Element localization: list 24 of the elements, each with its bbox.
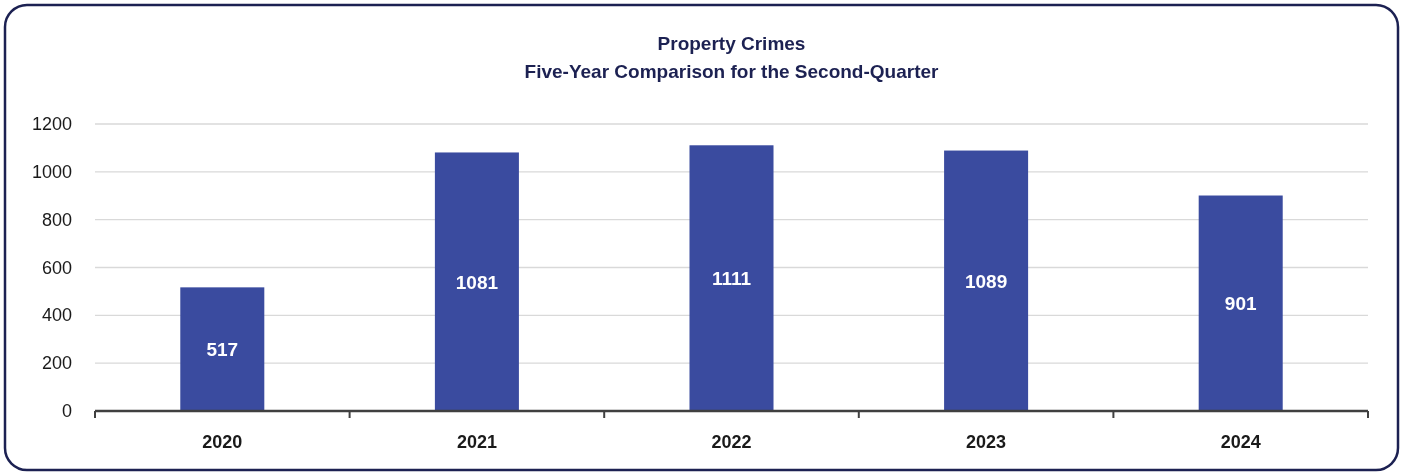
- y-tick-label: 1000: [31, 161, 72, 182]
- data-label: 517: [206, 339, 239, 361]
- y-tick-label: 800: [41, 209, 72, 230]
- y-tick-label: 1200: [31, 114, 72, 134]
- y-tick-label: 0: [61, 401, 72, 421]
- x-tick-label: 2021: [456, 432, 497, 452]
- bar: [1198, 195, 1283, 411]
- data-label: 901: [1224, 293, 1257, 315]
- chart-title: Property Crimes: [657, 33, 806, 54]
- x-tick-label: 2024: [1220, 432, 1261, 452]
- bar: [689, 145, 774, 411]
- y-tick-label: 200: [41, 353, 72, 374]
- data-label: 1081: [455, 271, 499, 293]
- bar: [180, 287, 265, 411]
- bar: [944, 150, 1029, 411]
- bar: [434, 152, 519, 411]
- x-tick-label: 2023: [966, 432, 1007, 452]
- x-tick-label: 2022: [711, 432, 752, 452]
- data-label: 1089: [964, 270, 1008, 292]
- chart-subtitle: Five-Year Comparison for the Second-Quarter: [524, 61, 940, 82]
- y-tick-label: 400: [41, 305, 72, 326]
- data-label: 1111: [711, 268, 752, 290]
- y-tick-label: 600: [41, 257, 72, 278]
- x-tick-label: 2020: [202, 432, 243, 452]
